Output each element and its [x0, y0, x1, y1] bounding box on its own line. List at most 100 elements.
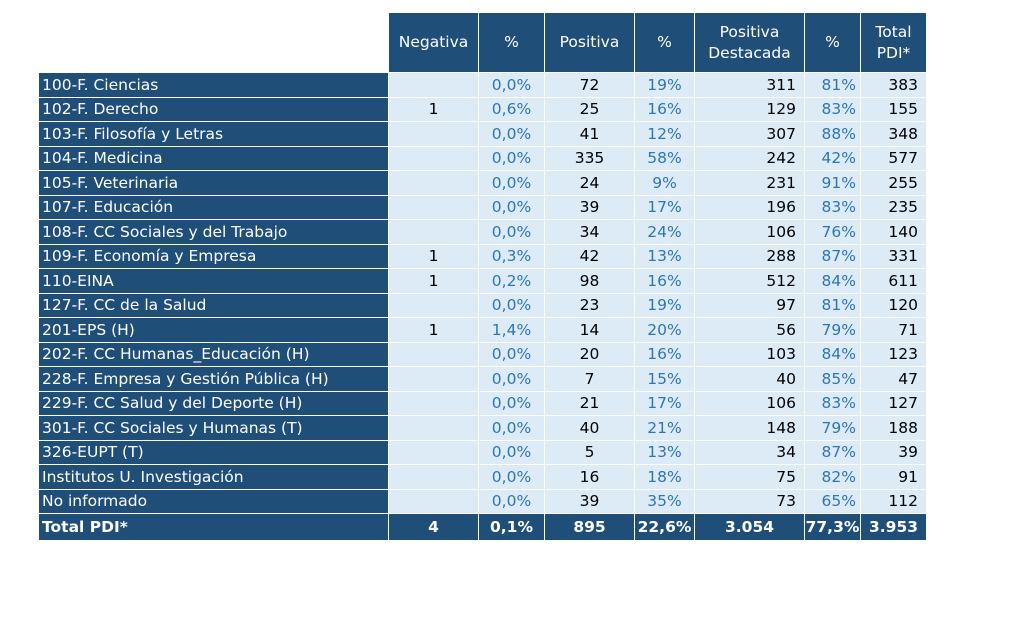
positiva-pct-cell: 17%	[634, 390, 695, 416]
table-row: 103-F. Filosofía y Letras 0,0% 41 12% 307 88%…	[38, 121, 927, 147]
positiva-destacada-cell: 148	[694, 415, 805, 441]
total-positiva-pct: 22,6%	[634, 513, 695, 541]
positiva-destacada-cell: 106	[694, 390, 805, 416]
positiva-pct-cell: 35%	[634, 488, 695, 514]
header-negativa: Negativa	[388, 12, 479, 73]
positiva-pct-cell: 9%	[634, 170, 695, 196]
row-label: No informado	[38, 488, 389, 514]
row-label: 104-F. Medicina	[38, 145, 389, 171]
negativa-cell: 1	[388, 317, 479, 343]
total-pdi-cell: 127	[860, 390, 927, 416]
negativa-pct-cell: 0,0%	[478, 439, 545, 465]
positiva-destacada-pct-cell: 91%	[804, 170, 861, 196]
row-label: 202-F. CC Humanas_Educación (H)	[38, 341, 389, 367]
positiva-cell: 16	[544, 464, 635, 490]
positiva-pct-cell: 58%	[634, 145, 695, 171]
table-row: 127-F. CC de la Salud 0,0% 23 19% 97 81% 120	[38, 292, 927, 318]
positiva-destacada-pct-cell: 85%	[804, 366, 861, 392]
row-label: 103-F. Filosofía y Letras	[38, 121, 389, 147]
table-row: 301-F. CC Sociales y Humanas (T) 0,0% 40 21…	[38, 415, 927, 441]
row-label: 127-F. CC de la Salud	[38, 292, 389, 318]
row-label: 229-F. CC Salud y del Deporte (H)	[38, 390, 389, 416]
row-label: 105-F. Veterinaria	[38, 170, 389, 196]
positiva-destacada-pct-cell: 65%	[804, 488, 861, 514]
total-pdi-cell: 611	[860, 268, 927, 294]
negativa-pct-cell: 0,3%	[478, 243, 545, 269]
total-negativa: 4	[388, 513, 479, 541]
total-row: Total PDI* 4 0,1% 895 22,6% 3.054 77,3% …	[38, 513, 927, 541]
total-pdi-cell: 383	[860, 72, 927, 98]
negativa-cell	[388, 439, 479, 465]
table-row: 326-EUPT (T) 0,0% 5 13% 34 87% 39	[38, 439, 927, 465]
positiva-destacada-cell: 307	[694, 121, 805, 147]
header-positiva-destacada-pct: %	[804, 12, 861, 73]
total-pdi-cell: 188	[860, 415, 927, 441]
negativa-cell: 1	[388, 268, 479, 294]
negativa-pct-cell: 1,4%	[478, 317, 545, 343]
negativa-cell	[388, 341, 479, 367]
positiva-destacada-pct-cell: 84%	[804, 341, 861, 367]
positiva-cell: 98	[544, 268, 635, 294]
positiva-destacada-cell: 97	[694, 292, 805, 318]
positiva-destacada-cell: 231	[694, 170, 805, 196]
positiva-cell: 40	[544, 415, 635, 441]
table-row: Institutos U. Investigación 0,0% 16 18% 75 82…	[38, 464, 927, 490]
table-row: 109-F. Economía y Empresa 1 0,3% 42 13% 288 87…	[38, 243, 927, 269]
negativa-pct-cell: 0,0%	[478, 194, 545, 220]
table-footer: Total PDI* 4 0,1% 895 22,6% 3.054 77,3% …	[38, 513, 927, 541]
positiva-cell: 25	[544, 96, 635, 122]
table-row: 229-F. CC Salud y del Deporte (H) 0,0% 21 1…	[38, 390, 927, 416]
positiva-pct-cell: 20%	[634, 317, 695, 343]
table-row: 201-EPS (H) 1 1,4% 14 20% 56 79% 71	[38, 317, 927, 343]
total-pdi-cell: 123	[860, 341, 927, 367]
header-blank-cell	[38, 12, 389, 73]
positiva-pct-cell: 15%	[634, 366, 695, 392]
negativa-cell	[388, 488, 479, 514]
positiva-destacada-pct-cell: 81%	[804, 72, 861, 98]
header-positiva-destacada-line: Destacada	[708, 43, 791, 62]
positiva-pct-cell: 16%	[634, 341, 695, 367]
total-positiva-destacada: 3.054	[694, 513, 805, 541]
positiva-pct-cell: 13%	[634, 439, 695, 465]
positiva-destacada-cell: 106	[694, 219, 805, 245]
positiva-cell: 20	[544, 341, 635, 367]
row-label: 109-F. Economía y Empresa	[38, 243, 389, 269]
positiva-pct-cell: 16%	[634, 268, 695, 294]
negativa-pct-cell: 0,2%	[478, 268, 545, 294]
positiva-destacada-pct-cell: 88%	[804, 121, 861, 147]
positiva-destacada-cell: 311	[694, 72, 805, 98]
header-positiva-pct: %	[634, 12, 695, 73]
row-label: 110-EINA	[38, 268, 389, 294]
negativa-cell	[388, 366, 479, 392]
negativa-pct-cell: 0,0%	[478, 390, 545, 416]
positiva-destacada-cell: 129	[694, 96, 805, 122]
positiva-pct-cell: 13%	[634, 243, 695, 269]
negativa-pct-cell: 0,0%	[478, 464, 545, 490]
positiva-destacada-cell: 242	[694, 145, 805, 171]
positiva-cell: 23	[544, 292, 635, 318]
positiva-pct-cell: 19%	[634, 72, 695, 98]
total-pdi-cell: 91	[860, 464, 927, 490]
table-row: 110-EINA 1 0,2% 98 16% 512 84% 611	[38, 268, 927, 294]
positiva-pct-cell: 17%	[634, 194, 695, 220]
row-label: 102-F. Derecho	[38, 96, 389, 122]
total-pdi-cell: 577	[860, 145, 927, 171]
row-label: 201-EPS (H)	[38, 317, 389, 343]
positiva-cell: 7	[544, 366, 635, 392]
header-positiva: Positiva	[544, 12, 635, 73]
positiva-destacada-pct-cell: 87%	[804, 439, 861, 465]
total-pdi-cell: 112	[860, 488, 927, 514]
positiva-cell: 335	[544, 145, 635, 171]
positiva-destacada-cell: 103	[694, 341, 805, 367]
total-positiva: 895	[544, 513, 635, 541]
positiva-destacada-pct-cell: 83%	[804, 194, 861, 220]
row-label: 100-F. Ciencias	[38, 72, 389, 98]
evaluation-table: Negativa % Positiva % Positiva Destacada …	[38, 12, 927, 541]
total-pdi-cell: 71	[860, 317, 927, 343]
negativa-pct-cell: 0,0%	[478, 415, 545, 441]
table-row: 107-F. Educación 0,0% 39 17% 196 83% 235	[38, 194, 927, 220]
positiva-cell: 42	[544, 243, 635, 269]
table-body: 100-F. Ciencias 0,0% 72 19% 311 81% 383 102-F. …	[38, 72, 927, 514]
negativa-cell: 1	[388, 243, 479, 269]
positiva-destacada-cell: 75	[694, 464, 805, 490]
